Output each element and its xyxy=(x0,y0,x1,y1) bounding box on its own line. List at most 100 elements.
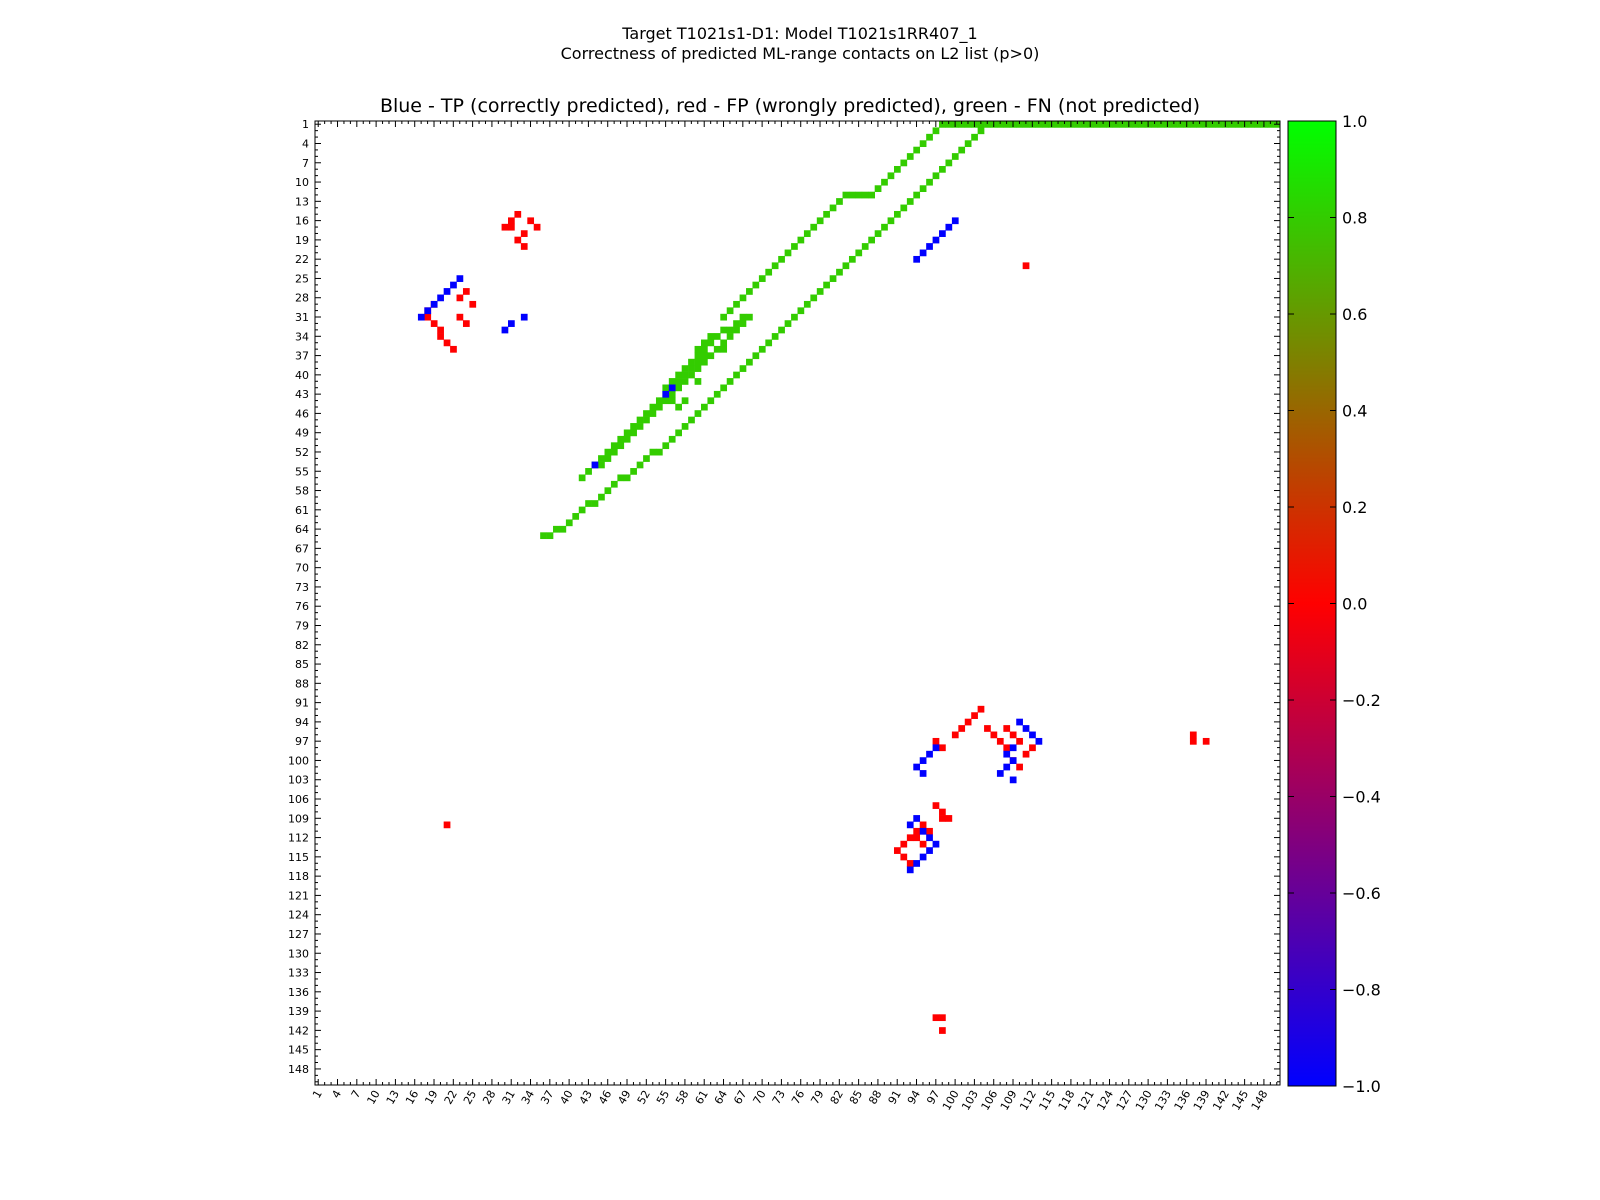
x-tick-label: 118 xyxy=(1056,1088,1078,1113)
cell-fn xyxy=(707,352,715,360)
cell-fn xyxy=(939,165,946,173)
cell-fn xyxy=(746,358,753,366)
cell-fp xyxy=(501,223,509,231)
cell-fn xyxy=(932,172,940,180)
x-tick-label: 4 xyxy=(329,1088,344,1101)
y-tick-label: 43 xyxy=(295,388,309,401)
cell-fn xyxy=(939,121,946,128)
y-tick-label: 1 xyxy=(302,118,309,131)
cell-fn xyxy=(643,455,650,462)
cell-tp xyxy=(662,390,670,398)
y-tick-label: 136 xyxy=(288,986,309,999)
cell-fn xyxy=(1254,121,1261,128)
cell-fn xyxy=(655,448,663,456)
cell-fp xyxy=(443,339,451,347)
cell-fn xyxy=(713,345,721,353)
cell-fn xyxy=(662,397,670,405)
cell-tp xyxy=(913,860,921,867)
cell-tp xyxy=(1009,776,1017,784)
x-tick-label: 121 xyxy=(1075,1088,1097,1113)
cell-fp xyxy=(456,294,464,302)
x-tick-label: 85 xyxy=(847,1088,865,1107)
cell-fn xyxy=(604,448,612,456)
cell-fn xyxy=(623,429,631,437)
cell-fn xyxy=(546,532,554,540)
x-tick-label: 52 xyxy=(635,1088,653,1107)
cell-fn xyxy=(739,313,747,321)
cell-fn xyxy=(720,345,728,353)
y-tick-label: 91 xyxy=(295,697,309,710)
x-tick-label: 79 xyxy=(808,1088,826,1107)
cell-tp xyxy=(450,281,457,289)
x-tick-label: 22 xyxy=(442,1088,460,1107)
cell-fn xyxy=(752,352,760,360)
cell-fn xyxy=(848,191,856,199)
cell-fn xyxy=(1016,121,1023,128)
cell-fn xyxy=(810,294,818,302)
cell-fn xyxy=(746,313,753,321)
cell-fn xyxy=(868,236,875,244)
cell-fn xyxy=(810,223,818,231)
cell-fp xyxy=(1016,737,1023,745)
cell-fp xyxy=(958,725,966,732)
cell-fn xyxy=(553,525,560,533)
cell-fn xyxy=(971,133,978,141)
cell-fp xyxy=(932,802,940,809)
cell-fn xyxy=(701,358,708,366)
cell-fn xyxy=(842,262,850,270)
cell-fp xyxy=(964,718,972,726)
cell-tp xyxy=(1003,750,1011,758)
cell-tp xyxy=(926,750,933,758)
x-tick-label: 127 xyxy=(1114,1088,1136,1113)
x-tick-label: 1 xyxy=(310,1088,325,1101)
cell-fn xyxy=(623,474,631,482)
cell-tp xyxy=(668,384,676,392)
cell-fn xyxy=(913,146,921,154)
cell-fn xyxy=(630,429,637,437)
cell-fn xyxy=(803,300,811,308)
cell-fn xyxy=(894,210,901,218)
cell-tp xyxy=(926,834,933,842)
colorbar-tick-label: −0.8 xyxy=(1342,981,1381,1000)
y-tick-label: 10 xyxy=(295,176,309,189)
cell-fn xyxy=(996,121,1004,128)
plot-frame xyxy=(314,120,1281,1086)
cell-fp xyxy=(1016,763,1023,771)
cell-fn xyxy=(797,236,805,244)
cell-tp xyxy=(1009,757,1017,764)
y-tick-label: 52 xyxy=(295,446,309,459)
y-tick-label: 121 xyxy=(288,889,309,902)
cell-fn xyxy=(951,153,959,160)
y-tick-label: 64 xyxy=(295,523,309,536)
x-tick-label: 37 xyxy=(538,1088,556,1107)
cell-fn xyxy=(739,294,747,302)
cell-fn xyxy=(836,268,843,276)
cell-fn xyxy=(662,442,670,450)
cell-fp xyxy=(527,217,535,225)
y-tick-label: 124 xyxy=(288,909,309,922)
cell-fn xyxy=(1041,121,1049,128)
cell-fn xyxy=(1132,121,1139,128)
cell-fn xyxy=(701,339,708,347)
colorbar-tick-label: −0.4 xyxy=(1342,788,1381,807)
cell-fn xyxy=(1196,121,1204,128)
x-tick-label: 112 xyxy=(1017,1088,1039,1113)
cell-fn xyxy=(926,133,933,141)
cell-fp xyxy=(906,860,914,867)
cell-fn xyxy=(623,435,631,443)
y-tick-label: 25 xyxy=(295,272,309,285)
x-tick-label: 115 xyxy=(1036,1088,1058,1113)
cell-fp xyxy=(462,288,470,295)
x-tick-label: 67 xyxy=(731,1088,749,1107)
y-tick-label: 46 xyxy=(295,407,309,420)
cell-fn xyxy=(829,275,837,282)
cell-fn xyxy=(739,365,747,372)
x-tick-label: 100 xyxy=(940,1088,962,1113)
cell-tp xyxy=(906,866,914,874)
cell-fn xyxy=(816,288,824,295)
cell-fn xyxy=(855,191,863,199)
cell-fn xyxy=(791,313,798,321)
cell-fp xyxy=(462,320,470,327)
cell-tp xyxy=(520,313,528,321)
cell-fn xyxy=(649,410,657,417)
